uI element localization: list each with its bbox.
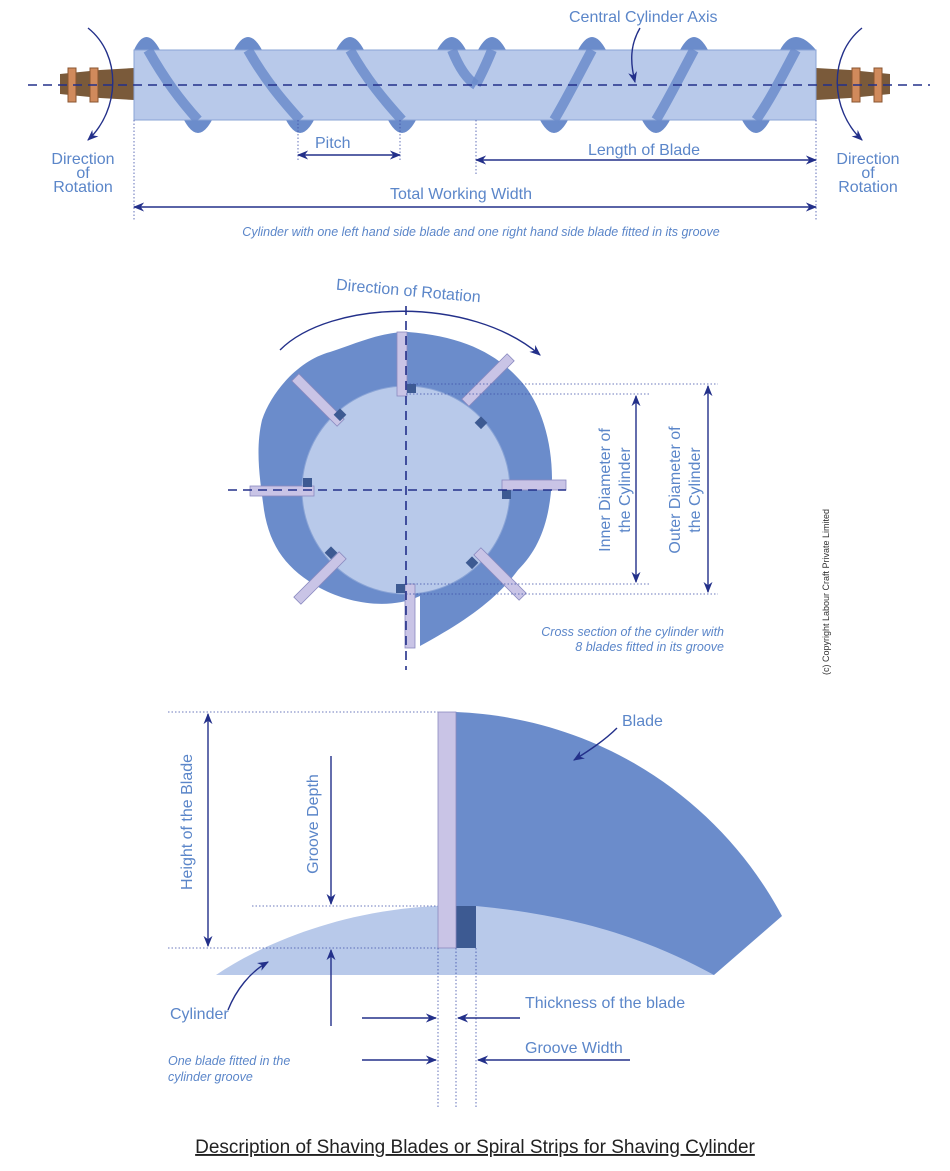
rotation-right-line1: Direction xyxy=(836,151,899,168)
thickness-label: Thickness of the blade xyxy=(525,995,685,1012)
central-axis-label: Central Cylinder Axis xyxy=(569,9,718,26)
cylinder-side-view: Central Cylinder Axis Direction of Rotat… xyxy=(28,9,930,239)
bottom-caption-line1: One blade fitted in the xyxy=(168,1054,290,1068)
groove-width-label: Groove Width xyxy=(525,1040,623,1057)
rotation-left-line3: Rotation xyxy=(53,179,113,196)
blade-strip xyxy=(437,711,457,949)
total-width-label: Total Working Width xyxy=(390,186,532,203)
blade-strips xyxy=(249,331,567,649)
groove-block xyxy=(456,906,476,948)
inner-diameter-line1: Inner Diameter of xyxy=(597,428,614,552)
rotation-left-line2: of xyxy=(76,165,90,182)
rotation-left-line1: Direction xyxy=(51,151,114,168)
copyright-text: (c) Copyright Labour Craft Private Limit… xyxy=(821,509,831,675)
spiral-lines xyxy=(143,47,801,124)
bottom-caption-line2: cylinder groove xyxy=(168,1070,253,1084)
blade-body xyxy=(456,712,782,975)
cylinder-label: Cylinder xyxy=(170,1006,229,1023)
spiral-blade-edges xyxy=(134,37,816,133)
rotation-right-line2: of xyxy=(861,165,875,182)
blade-label: Blade xyxy=(622,713,663,730)
outer-diameter-line2: the Cylinder xyxy=(687,447,704,533)
middle-caption-line2: 8 blades fitted in its groove xyxy=(575,640,724,654)
height-of-blade-label: Height of the Blade xyxy=(179,754,196,890)
blade-detail: Height of the Blade Groove Depth Blade C… xyxy=(168,711,782,1108)
inner-diameter-line2: the Cylinder xyxy=(617,447,634,533)
rotation-right-line3: Rotation xyxy=(838,179,898,196)
page-title: Description of Shaving Blades or Spiral … xyxy=(195,1137,755,1158)
outer-diameter-line1: Outer Diameter of xyxy=(667,426,684,554)
middle-caption-line1: Cross section of the cylinder with xyxy=(541,625,724,639)
cylinder-cross-section: Direction of Rotation Inner Diameter of … xyxy=(228,277,724,670)
grooves xyxy=(303,384,511,593)
length-of-blade-label: Length of Blade xyxy=(588,142,700,159)
groove-depth-label: Groove Depth xyxy=(305,774,322,874)
top-caption: Cylinder with one left hand side blade a… xyxy=(242,225,719,239)
direction-of-rotation-label: Direction of Rotation xyxy=(335,277,481,307)
pitch-label: Pitch xyxy=(315,135,351,152)
